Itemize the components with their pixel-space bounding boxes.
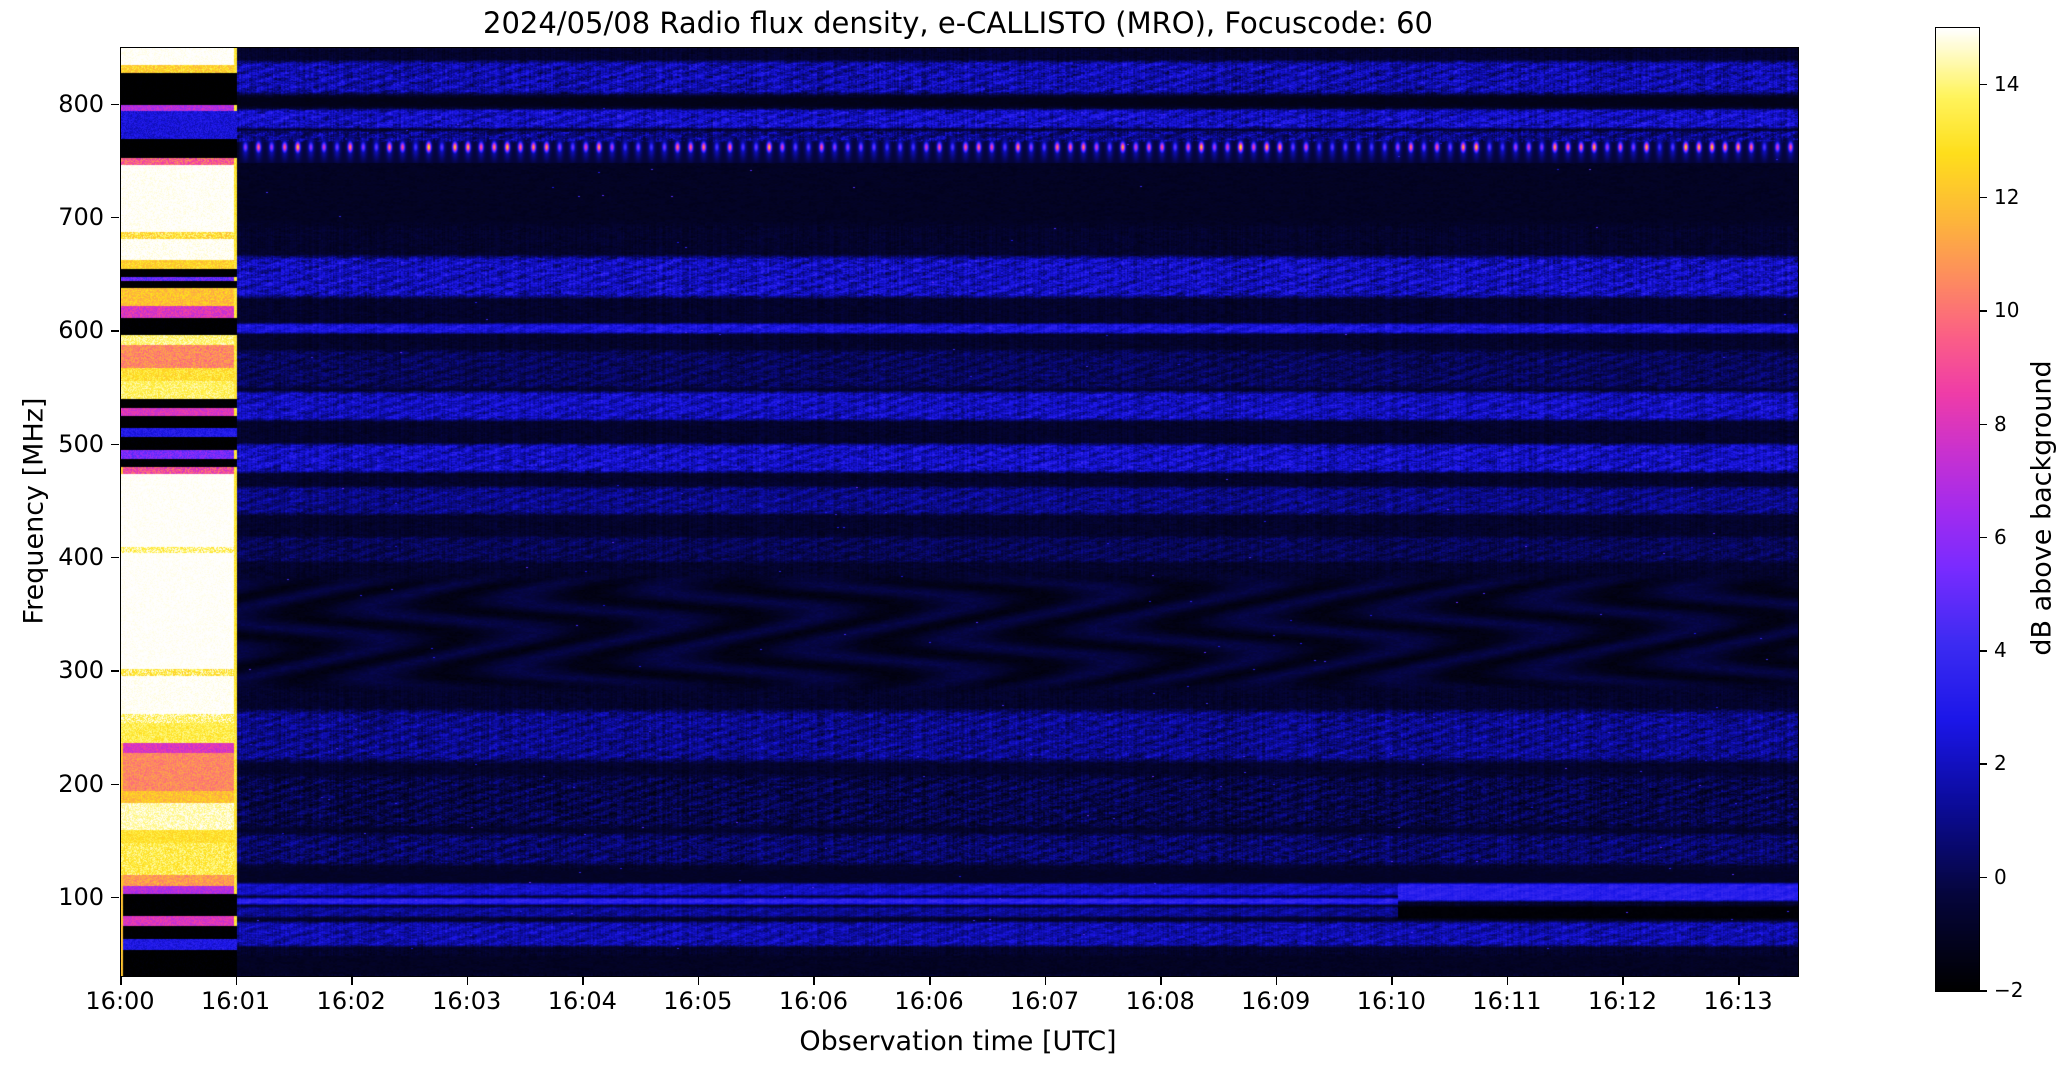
y-tick-label: 700 bbox=[58, 202, 104, 231]
colorbar-tick-label: 8 bbox=[1994, 411, 2007, 436]
x-tick-label: 16:06 bbox=[778, 987, 849, 1015]
x-tick-label: 16:11 bbox=[1472, 987, 1542, 1015]
colorbar-tick-label: 6 bbox=[1994, 524, 2007, 549]
x-tick-label: 16:02 bbox=[316, 987, 386, 1015]
x-tick-mark bbox=[1044, 977, 1047, 985]
x-tick-mark bbox=[1391, 977, 1393, 985]
x-tick-label: 16:09 bbox=[1241, 987, 1311, 1015]
y-tick-label: 800 bbox=[58, 89, 104, 118]
y-tick-label: 200 bbox=[58, 769, 104, 798]
x-tick-mark bbox=[929, 977, 931, 985]
x-tick-mark bbox=[697, 977, 700, 985]
colorbar-tick-label: 12 bbox=[1994, 184, 2020, 209]
colorbar-gradient-canvas bbox=[1935, 27, 1980, 992]
colorbar-tick-mark bbox=[1980, 423, 1987, 426]
y-tick-mark bbox=[111, 216, 119, 219]
x-tick-label: 16:07 bbox=[1010, 987, 1080, 1015]
x-tick-label: 16:00 bbox=[85, 987, 155, 1015]
colorbar-tick-mark bbox=[1980, 196, 1987, 199]
colorbar-tick-label: 14 bbox=[1994, 71, 2020, 96]
x-tick-label: 16:06 bbox=[894, 987, 964, 1015]
x-tick-mark bbox=[1160, 977, 1162, 985]
colorbar-tick-label: 2 bbox=[1994, 751, 2007, 776]
colorbar-tick-mark bbox=[1980, 536, 1987, 539]
x-tick-label: 16:04 bbox=[547, 987, 617, 1015]
y-tick-label: 100 bbox=[58, 882, 104, 911]
x-tick-mark bbox=[120, 977, 122, 985]
colorbar-tick-mark bbox=[1980, 310, 1987, 312]
x-tick-label: 16:13 bbox=[1703, 987, 1773, 1015]
y-tick-mark bbox=[111, 670, 119, 672]
y-tick-mark bbox=[111, 103, 119, 106]
colorbar-tick-label: −2 bbox=[1994, 978, 2024, 1002]
x-axis-label: Observation time [UTC] bbox=[799, 1026, 1117, 1057]
colorbar-tick-mark bbox=[1980, 650, 1987, 652]
y-tick-label: 400 bbox=[58, 542, 104, 571]
x-tick-label: 16:05 bbox=[663, 987, 733, 1015]
x-tick-label: 16:12 bbox=[1587, 987, 1658, 1015]
colorbar-tick-label: 4 bbox=[1994, 638, 2007, 663]
x-tick-mark bbox=[813, 977, 815, 985]
x-tick-label: 16:10 bbox=[1356, 987, 1426, 1015]
y-tick-mark bbox=[111, 896, 119, 899]
y-tick-mark bbox=[111, 556, 119, 559]
y-tick-mark bbox=[111, 783, 119, 785]
y-tick-label: 600 bbox=[58, 316, 104, 345]
x-tick-label: 16:01 bbox=[200, 987, 271, 1015]
x-tick-label: 16:03 bbox=[432, 987, 502, 1015]
chart-title: 2024/05/08 Radio flux density, e-CALLIST… bbox=[482, 6, 1434, 40]
colorbar-tick-mark bbox=[1980, 876, 1987, 879]
x-tick-mark bbox=[582, 977, 584, 985]
colorbar-tick-mark bbox=[1980, 83, 1987, 86]
colorbar-tick-label: 10 bbox=[1994, 298, 2020, 323]
x-tick-mark bbox=[1275, 977, 1278, 985]
x-tick-mark bbox=[1506, 977, 1509, 985]
x-tick-label: 16:08 bbox=[1125, 987, 1195, 1015]
y-tick-label: 300 bbox=[58, 656, 104, 685]
x-tick-mark bbox=[466, 977, 469, 985]
colorbar-tick-label: 0 bbox=[1994, 864, 2007, 889]
y-tick-mark bbox=[111, 443, 119, 446]
y-tick-mark bbox=[111, 330, 119, 332]
y-tick-label: 500 bbox=[58, 429, 104, 458]
x-tick-mark bbox=[1622, 977, 1624, 985]
x-tick-mark bbox=[235, 977, 238, 985]
colorbar-tick-mark bbox=[1980, 990, 1987, 992]
spectrogram-heatmap-canvas bbox=[120, 47, 1799, 977]
colorbar-tick-mark bbox=[1980, 763, 1987, 765]
x-tick-mark bbox=[351, 977, 353, 985]
x-tick-mark bbox=[1738, 977, 1740, 985]
